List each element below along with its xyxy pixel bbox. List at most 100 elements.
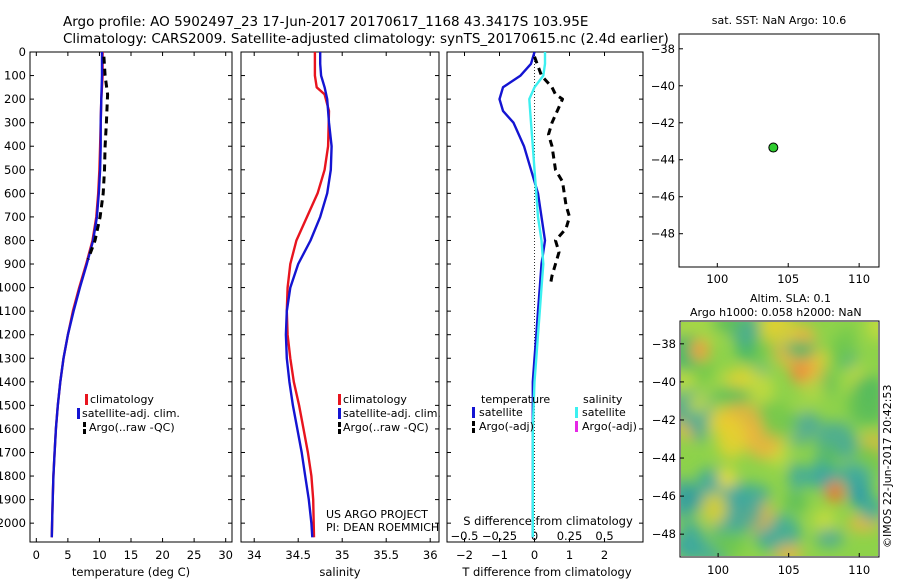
sla-blob	[784, 491, 808, 513]
title-line-1: Argo profile: AO 5902497_23 17-Jun-2017 …	[63, 14, 588, 30]
sla-blob	[826, 481, 844, 503]
s-tick-label: −0.25	[482, 529, 517, 543]
y-tick-label: 400	[4, 139, 26, 153]
s-tick-label: 0.5	[595, 529, 613, 543]
sla-map-panel	[679, 320, 880, 558]
sla-blob	[716, 417, 747, 460]
argo-location-marker	[768, 142, 779, 153]
sla-blob	[820, 443, 838, 468]
project-label: US ARGO PROJECT	[326, 508, 428, 521]
y-tick-label: 1300	[0, 351, 26, 365]
x-tick-label: 110	[848, 563, 870, 577]
legend-label-satellite: satellite-adj. clim.	[82, 407, 180, 420]
sla-blob	[786, 340, 817, 360]
sla-blob	[759, 402, 798, 438]
x-tick-label: 36	[423, 548, 438, 562]
x-tick-label: 15	[124, 548, 139, 562]
location-map: 100 105 110 −38 −40 −42 −44 −46 −48	[651, 42, 870, 286]
legend-swatch-s-argo	[575, 421, 578, 432]
y-tick-label: −44	[651, 153, 675, 167]
x-tick-label: 35	[335, 548, 350, 562]
sla-title-line-1: Altim. SLA: 0.1	[750, 292, 831, 305]
sla-blob	[849, 485, 867, 507]
sla-blob	[711, 322, 745, 335]
y-tick-label: −48	[652, 527, 676, 541]
sla-blob	[681, 486, 699, 508]
sla-blob	[745, 370, 774, 407]
difference-panel	[446, 51, 644, 543]
s-tick-label: 0.25	[557, 529, 583, 543]
legend-label-climatology: climatology	[343, 393, 407, 406]
y-tick-label: −44	[652, 451, 676, 465]
sla-blobs	[681, 322, 878, 556]
sla-blob	[866, 322, 878, 342]
legend-header-salinity: salinity	[583, 393, 623, 406]
sla-blob	[691, 339, 709, 361]
imos-timestamp: ©IMOS 22-Jun-2017 20:42:53	[881, 384, 894, 548]
y-tick-label: 1000	[0, 281, 26, 295]
y-tick-label: 1400	[0, 375, 26, 389]
sla-title-line-2: Argo h1000: 0.058 h2000: NaN	[690, 306, 862, 319]
sla-blob	[850, 375, 878, 411]
series-line	[50, 52, 104, 538]
y-tick-label: −38	[651, 42, 675, 56]
y-tick-label: 0	[19, 45, 26, 59]
sla-blob	[688, 394, 709, 415]
y-tick-label: −40	[652, 375, 676, 389]
legend-label-t-satellite: satellite	[479, 406, 523, 419]
x-tick-label: 2	[601, 548, 608, 562]
sla-blob	[812, 508, 837, 534]
x-tick-label: 105	[778, 563, 800, 577]
legend-swatch-climatology	[85, 394, 88, 405]
sla-heatmap	[681, 322, 878, 556]
y-tick-label: 1700	[0, 445, 26, 459]
series-line	[533, 56, 571, 286]
salinity-xlabel: salinity	[319, 565, 360, 579]
series-group	[498, 52, 571, 538]
series-line	[498, 52, 547, 538]
s-difference-xlabel: S difference from climatology	[463, 514, 633, 528]
temperature-chart: 0 5 10 15 20 25 300100200300400500600700800900…	[0, 45, 233, 562]
y-tick-label: −46	[651, 190, 675, 204]
y-tick-label: −46	[652, 489, 676, 503]
legend-label-argo: Argo(..raw -QC)	[89, 421, 175, 434]
sla-axes: 100 105 110 −38 −40 −42 −44 −46 −48	[652, 337, 870, 577]
sla-blob	[791, 361, 809, 383]
sla-blob	[838, 325, 855, 363]
y-tick-label: 1900	[0, 493, 26, 507]
x-tick-label: 0	[531, 548, 538, 562]
sla-blob	[815, 529, 844, 548]
sla-blob	[711, 530, 746, 556]
y-tick-label: 1200	[0, 328, 26, 342]
legend-swatch-s-satellite	[575, 407, 578, 418]
sla-blob	[774, 544, 803, 556]
x-tick-label: 100	[707, 563, 729, 577]
title-line-2: Climatology: CARS2009. Satellite-adjuste…	[63, 31, 669, 47]
x-tick-label: 10	[92, 548, 107, 562]
location-map-title: sat. SST: NaN Argo: 10.6	[712, 14, 846, 27]
temperature-xlabel: temperature (deg C)	[72, 565, 190, 579]
x-tick-label: 110	[848, 272, 870, 286]
legend-label-climatology: climatology	[90, 393, 154, 406]
legend-swatch-climatology	[338, 394, 341, 405]
legend-swatch-satellite	[338, 408, 341, 419]
y-tick-label: 600	[4, 186, 26, 200]
sla-blob	[788, 461, 805, 492]
y-tick-label: 700	[4, 210, 26, 224]
difference-legend: temperature salinity satellite Argo(-adj…	[472, 393, 637, 433]
difference-chart: −2 −1 0 1 2−0.5 −0.25 0 0.25 0.5	[447, 51, 643, 562]
legend-swatch-t-argo-top	[472, 421, 475, 426]
y-tick-label: 500	[4, 163, 26, 177]
y-tick-label: 1100	[0, 304, 26, 318]
sla-blob	[801, 377, 827, 405]
legend-header-temperature: temperature	[481, 393, 550, 406]
x-tick-label: −2	[456, 548, 473, 562]
series-line	[86, 56, 110, 260]
legend-swatch-satellite	[77, 408, 80, 419]
legend-swatch-t-satellite	[472, 407, 475, 418]
x-tick-label: 20	[155, 548, 170, 562]
x-tick-label: 1	[566, 548, 573, 562]
series-line	[284, 52, 333, 538]
sla-blob	[681, 370, 697, 389]
x-tick-label: 5	[64, 548, 71, 562]
